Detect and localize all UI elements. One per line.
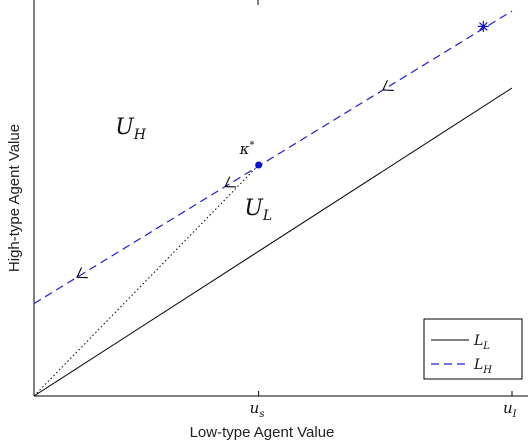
flow-arrow-3 (382, 79, 394, 91)
x-axis-label: Low-type Agent Value (190, 424, 335, 441)
axes (33, 0, 528, 397)
guide-line (33, 164, 260, 397)
series-line-l (33, 87, 513, 397)
y-axis-label: High-type Agent Value (6, 124, 23, 272)
region-label-h: UH (115, 115, 147, 143)
x-tick-label-i: uI (503, 399, 518, 420)
flow-arrow-2 (224, 176, 237, 188)
x-tick-label-s: us (250, 399, 265, 420)
region-label-l: UL (244, 196, 272, 224)
legend: LL LH (423, 318, 523, 380)
star-point (477, 20, 489, 32)
flow-arrow-1 (76, 267, 88, 279)
legend-box (423, 318, 523, 380)
kappa-star-point (255, 161, 263, 169)
legend-label-l: LL (473, 333, 490, 352)
legend-label-h: LH (473, 357, 492, 376)
series-line-h (33, 10, 513, 305)
kappa-star-label: κ* (239, 140, 255, 158)
